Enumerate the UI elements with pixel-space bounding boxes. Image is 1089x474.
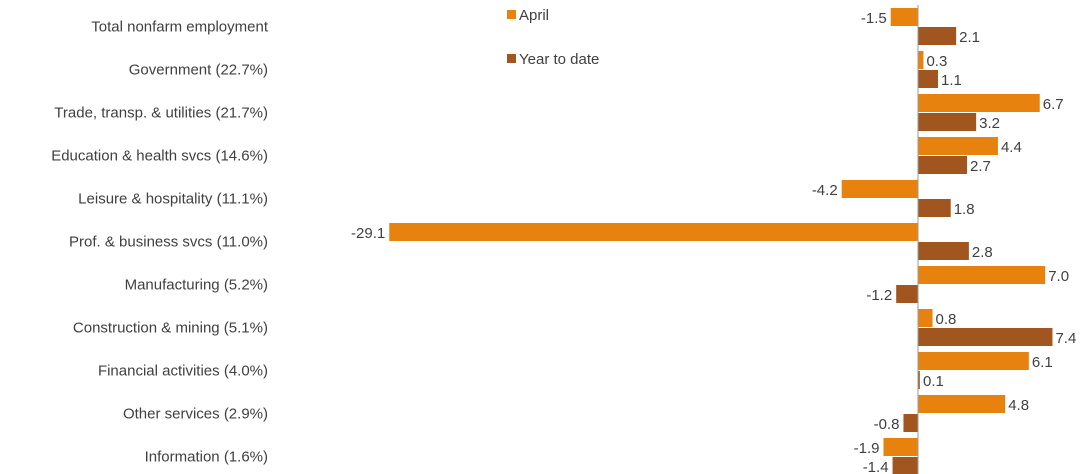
value-label: 2.1 (959, 29, 980, 46)
bar-april (918, 51, 924, 69)
value-label: -4.2 (812, 182, 838, 199)
category-label: Government (22.7%) (129, 62, 268, 79)
category-label: Financial activities (4.0%) (98, 363, 268, 380)
bar-year-to-date (918, 156, 968, 174)
value-label: 4.4 (1001, 139, 1022, 156)
value-label: 6.1 (1032, 354, 1053, 371)
value-label: 7.4 (1055, 330, 1076, 347)
value-label: -29.1 (351, 225, 385, 242)
value-label: -1.2 (866, 287, 892, 304)
value-label: 4.8 (1008, 397, 1029, 414)
category-label: Leisure & hospitality (11.1%) (78, 191, 268, 208)
legend-swatch-year-to-date (507, 54, 516, 63)
legend-swatch-april (507, 10, 516, 19)
value-label: 1.1 (941, 72, 962, 89)
bar-year-to-date (918, 27, 957, 45)
category-label: Manufacturing (5.2%) (125, 277, 268, 294)
value-label: 0.8 (936, 311, 957, 328)
category-label: Prof. & business svcs (11.0%) (69, 234, 268, 251)
bar-april (918, 94, 1040, 112)
bar-april (883, 438, 918, 456)
bar-april (918, 395, 1006, 413)
bar-april (918, 137, 998, 155)
bar-year-to-date (903, 414, 918, 432)
bar-april (918, 266, 1046, 284)
bar-april (841, 180, 918, 198)
legend-label-april: April (519, 7, 549, 24)
bar-april (389, 223, 918, 241)
category-label: Construction & mining (5.1%) (73, 320, 268, 337)
value-label: 6.7 (1043, 96, 1064, 113)
category-label: Information (1.6%) (145, 449, 268, 466)
bar-year-to-date (918, 70, 938, 88)
bar-year-to-date (892, 457, 918, 474)
value-label: -1.4 (863, 459, 889, 474)
category-label: Trade, transp. & utilities (21.7%) (54, 105, 268, 122)
category-label: Education & health svcs (14.6%) (51, 148, 268, 165)
value-label: 3.2 (979, 115, 1000, 132)
value-label: 2.7 (970, 158, 991, 175)
legend-label-year-to-date: Year to date (519, 51, 599, 68)
bar-year-to-date (918, 371, 920, 389)
bar-april (918, 309, 933, 327)
value-label: 7.0 (1048, 268, 1069, 285)
value-label: 2.8 (972, 244, 993, 261)
value-label: 1.8 (954, 201, 975, 218)
category-label: Total nonfarm employment (91, 19, 269, 36)
value-label: -0.8 (874, 416, 900, 433)
value-label: -1.9 (854, 440, 880, 457)
bar-year-to-date (918, 242, 969, 260)
bar-year-to-date (918, 113, 977, 131)
bar-year-to-date (896, 285, 918, 303)
bar-april (918, 352, 1029, 370)
category-label: Other services (2.9%) (123, 406, 268, 423)
bar-april (890, 8, 918, 26)
bar-year-to-date (918, 199, 951, 217)
value-label: 0.1 (923, 373, 944, 390)
value-label: 0.3 (926, 53, 947, 70)
value-label: -1.5 (861, 10, 887, 27)
bar-year-to-date (918, 328, 1053, 346)
